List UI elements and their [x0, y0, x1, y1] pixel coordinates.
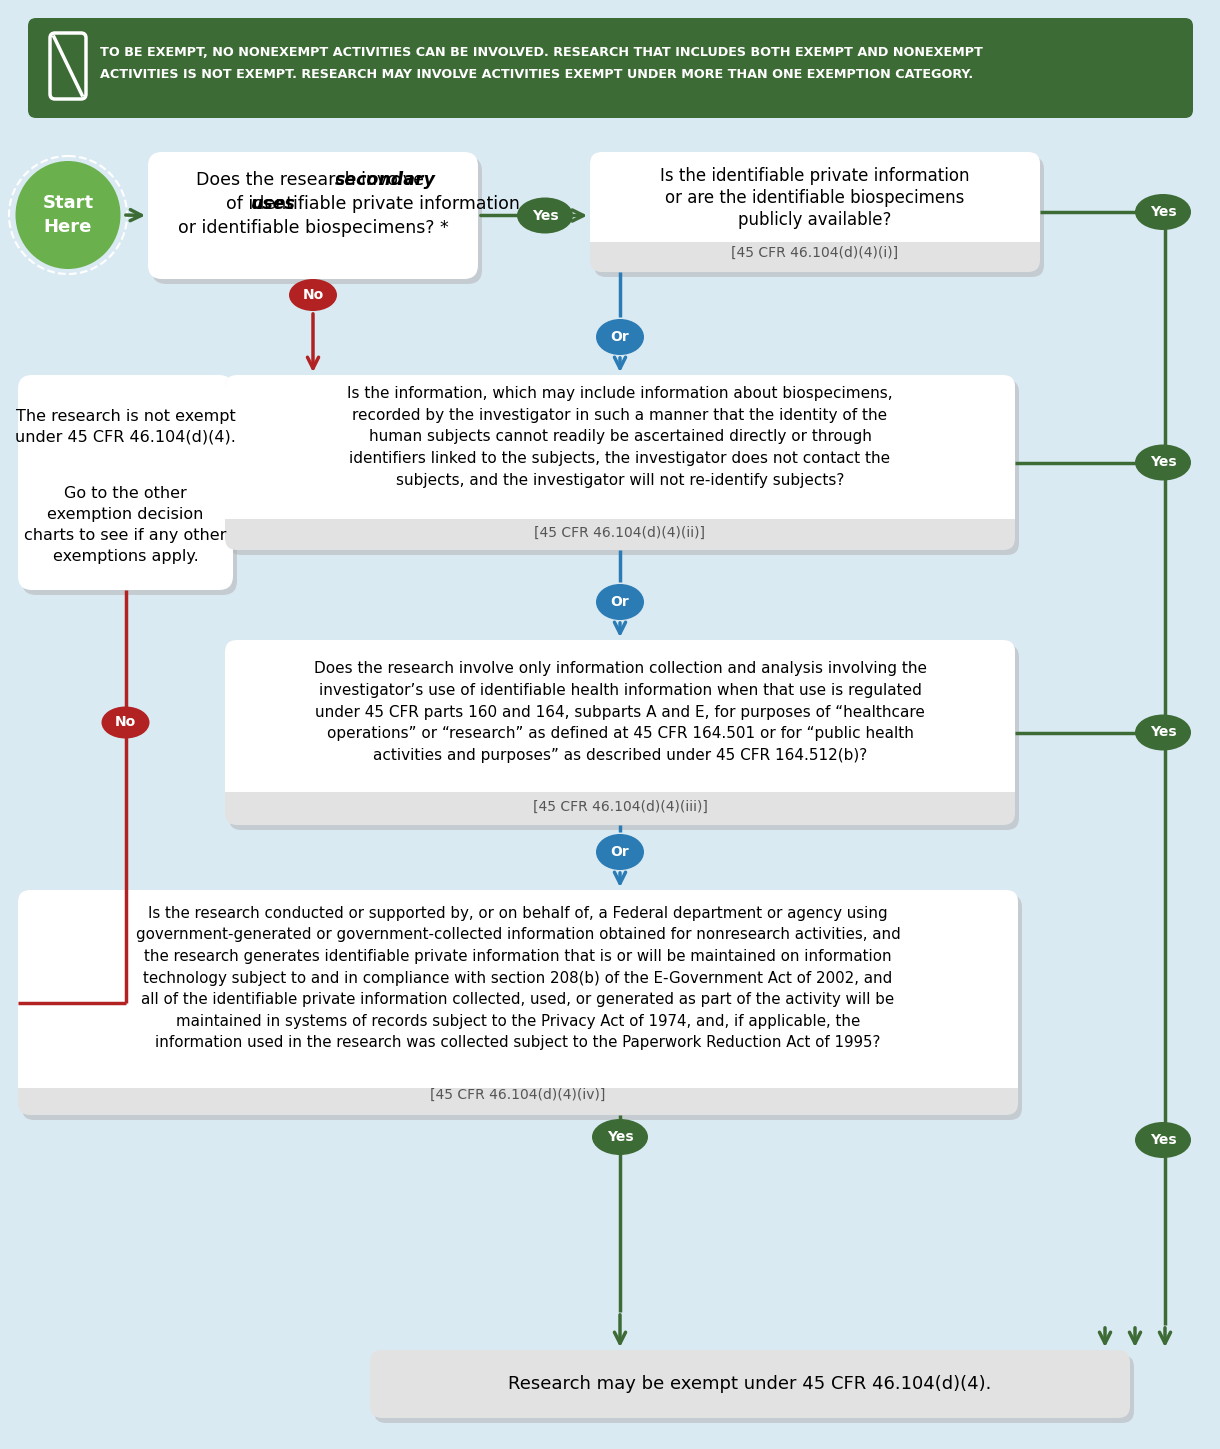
Text: [45 CFR 46.104(d)(4)(ii)]: [45 CFR 46.104(d)(4)(ii)]	[534, 526, 705, 540]
Text: secondary: secondary	[334, 171, 436, 188]
FancyBboxPatch shape	[28, 17, 1193, 117]
Text: Yes: Yes	[1149, 1133, 1176, 1148]
Ellipse shape	[597, 835, 644, 869]
Text: Research may be exempt under 45 CFR 46.104(d)(4).: Research may be exempt under 45 CFR 46.1…	[509, 1375, 992, 1392]
FancyBboxPatch shape	[590, 152, 1039, 272]
FancyBboxPatch shape	[224, 375, 1015, 519]
Text: publicly available?: publicly available?	[738, 212, 892, 229]
FancyBboxPatch shape	[370, 1350, 1130, 1419]
Text: No: No	[303, 288, 323, 301]
Ellipse shape	[1135, 445, 1191, 481]
Ellipse shape	[16, 161, 121, 270]
Text: Or: Or	[611, 845, 630, 859]
Text: ACTIVITIES IS NOT EXEMPT. RESEARCH MAY INVOLVE ACTIVITIES EXEMPT UNDER MORE THAN: ACTIVITIES IS NOT EXEMPT. RESEARCH MAY I…	[100, 68, 974, 81]
Text: Is the information, which may include information about biospecimens,
recorded b: Is the information, which may include in…	[348, 387, 893, 488]
FancyBboxPatch shape	[229, 380, 1019, 555]
Ellipse shape	[289, 280, 337, 312]
Text: Is the research conducted or supported by, or on behalf of, a Federal department: Is the research conducted or supported b…	[135, 906, 900, 1051]
Ellipse shape	[1135, 714, 1191, 751]
Bar	[224, 780, 1015, 791]
FancyBboxPatch shape	[22, 380, 237, 596]
Text: uses: uses	[250, 196, 295, 213]
Text: Is the identifiable private information: Is the identifiable private information	[660, 167, 970, 185]
FancyBboxPatch shape	[152, 156, 482, 284]
Bar	[224, 507, 1015, 519]
Text: [45 CFR 46.104(d)(4)(iv)]: [45 CFR 46.104(d)(4)(iv)]	[431, 1088, 605, 1103]
FancyBboxPatch shape	[224, 375, 1015, 551]
Text: [45 CFR 46.104(d)(4)(i)]: [45 CFR 46.104(d)(4)(i)]	[732, 246, 899, 259]
Text: Yes: Yes	[606, 1130, 633, 1145]
Text: Yes: Yes	[1149, 455, 1176, 469]
Text: Or: Or	[611, 330, 630, 343]
FancyBboxPatch shape	[224, 640, 1015, 824]
Bar	[590, 230, 1039, 242]
Text: Does the research involve: Does the research involve	[196, 171, 429, 188]
Ellipse shape	[101, 707, 150, 739]
FancyBboxPatch shape	[148, 152, 478, 280]
FancyBboxPatch shape	[18, 890, 1017, 1114]
Ellipse shape	[1135, 1122, 1191, 1158]
FancyBboxPatch shape	[590, 152, 1039, 242]
Text: The research is not exempt
under 45 CFR 46.104(d)(4).: The research is not exempt under 45 CFR …	[15, 409, 235, 445]
Text: Yes: Yes	[532, 209, 559, 223]
Text: Start
Here: Start Here	[43, 194, 94, 236]
Ellipse shape	[592, 1119, 648, 1155]
Text: Does the research involve only information collection and analysis involving the: Does the research involve only informati…	[314, 661, 926, 762]
FancyBboxPatch shape	[18, 375, 233, 590]
Text: Yes: Yes	[1149, 204, 1176, 219]
Text: Go to the other
exemption decision
charts to see if any other
exemptions apply.: Go to the other exemption decision chart…	[24, 485, 227, 564]
FancyBboxPatch shape	[22, 895, 1022, 1120]
Ellipse shape	[597, 584, 644, 620]
Text: TO BE EXEMPT, NO NONEXEMPT ACTIVITIES CAN BE INVOLVED. RESEARCH THAT INCLUDES BO: TO BE EXEMPT, NO NONEXEMPT ACTIVITIES CA…	[100, 45, 983, 58]
FancyBboxPatch shape	[375, 1355, 1135, 1423]
Ellipse shape	[597, 319, 644, 355]
FancyBboxPatch shape	[224, 640, 1015, 791]
Text: of identifiable private information: of identifiable private information	[226, 196, 520, 213]
FancyBboxPatch shape	[594, 156, 1044, 277]
Ellipse shape	[517, 197, 573, 233]
Ellipse shape	[1135, 194, 1191, 230]
Text: No: No	[115, 716, 137, 729]
Text: or are the identifiable biospecimens: or are the identifiable biospecimens	[665, 188, 965, 207]
Text: or identifiable biospecimens? *: or identifiable biospecimens? *	[178, 219, 449, 238]
Bar	[18, 1077, 1017, 1088]
Text: [45 CFR 46.104(d)(4)(iii)]: [45 CFR 46.104(d)(4)(iii)]	[533, 800, 708, 814]
Text: Yes: Yes	[1149, 726, 1176, 739]
FancyBboxPatch shape	[18, 890, 1017, 1088]
Text: Or: Or	[611, 596, 630, 609]
FancyBboxPatch shape	[229, 645, 1019, 830]
